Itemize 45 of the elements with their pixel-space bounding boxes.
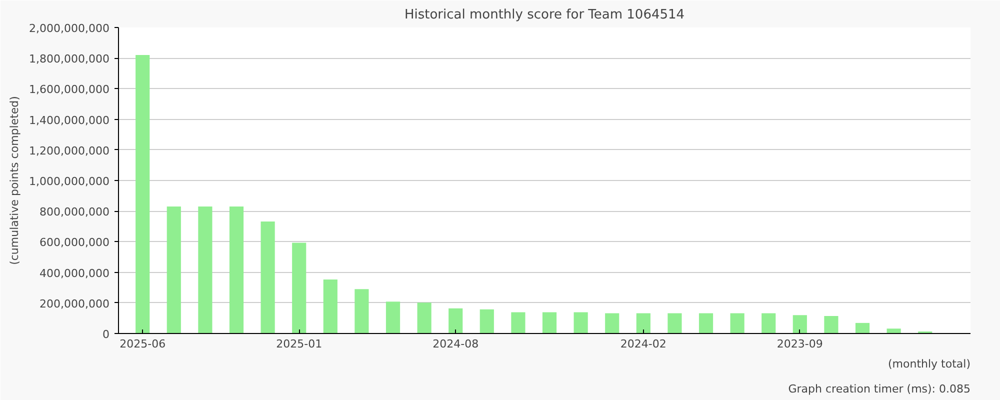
bar (417, 302, 432, 334)
x-tick-label: 2024-02 (620, 338, 666, 350)
bar (730, 313, 744, 334)
bar (229, 206, 244, 334)
bar (605, 313, 620, 334)
x-axis-title: (monthly total) (888, 358, 970, 370)
bar (855, 322, 870, 334)
bar (824, 316, 838, 334)
y-tick-label: 1,000,000,000 (29, 175, 110, 188)
bar (698, 313, 714, 334)
bar (354, 289, 369, 334)
bar (636, 313, 650, 334)
chart-title: Historical monthly score for Team 1064514 (404, 8, 685, 22)
bar (511, 312, 526, 334)
bar (166, 206, 181, 334)
y-tick-label: 1,200,000,000 (29, 144, 110, 158)
y-tick-label: 400,000,000 (40, 266, 110, 280)
x-tick-label: 2023-09 (776, 338, 823, 350)
x-tick-label: 2025-01 (276, 338, 322, 350)
y-tick-label: 1,800,000,000 (29, 52, 110, 66)
bar (323, 279, 338, 334)
bar (136, 55, 150, 334)
bar (386, 302, 400, 334)
bar (886, 328, 901, 334)
bar (292, 242, 306, 334)
text: Graph creation timer (ms): 0.085 (788, 382, 971, 396)
y-tick-label: 1,600,000,000 (29, 83, 110, 96)
bar (480, 309, 494, 334)
bar (574, 312, 588, 334)
bar (448, 308, 463, 334)
bar (668, 313, 682, 334)
x-tick-label: 2025-06 (120, 338, 166, 350)
x-tick-label: 2024-08 (432, 338, 479, 350)
y-tick-label: 0 (102, 328, 110, 341)
y-tick-label: 800,000,000 (40, 206, 110, 219)
bar (542, 312, 557, 334)
bar (260, 222, 275, 334)
bar (792, 315, 807, 334)
y-tick-label: 600,000,000 (40, 236, 110, 250)
y-tick-label: 1,400,000,000 (29, 114, 110, 127)
y-tick-label: 200,000,000 (40, 297, 110, 310)
y-tick-label: 2,000,000,000 (29, 22, 110, 35)
bar (198, 206, 212, 334)
y-axis-title: (cumulative points completed) (8, 96, 22, 265)
bar (762, 313, 776, 334)
